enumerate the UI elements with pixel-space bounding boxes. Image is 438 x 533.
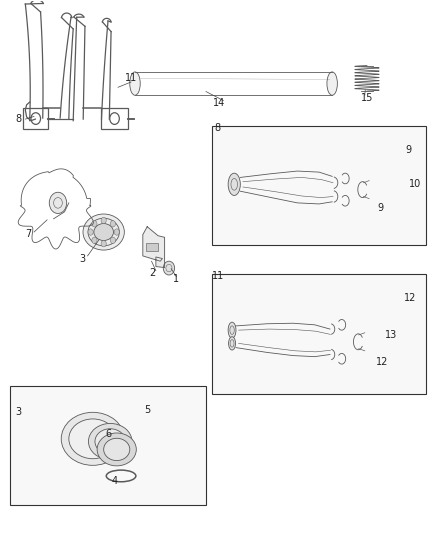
Bar xyxy=(102,109,127,128)
Circle shape xyxy=(49,192,67,214)
Text: 8: 8 xyxy=(215,123,221,133)
Ellipse shape xyxy=(83,214,124,250)
Circle shape xyxy=(88,229,93,235)
Text: 11: 11 xyxy=(212,271,224,280)
Text: 15: 15 xyxy=(361,93,373,103)
Text: 8: 8 xyxy=(16,114,22,124)
Text: 11: 11 xyxy=(125,73,137,83)
Ellipse shape xyxy=(228,322,236,338)
Ellipse shape xyxy=(228,173,240,196)
Ellipse shape xyxy=(130,72,140,95)
Circle shape xyxy=(163,261,175,275)
Circle shape xyxy=(101,240,106,247)
Circle shape xyxy=(92,221,97,227)
Text: 10: 10 xyxy=(409,179,421,189)
Bar xyxy=(10,386,206,505)
Circle shape xyxy=(92,237,97,244)
Circle shape xyxy=(110,221,116,227)
Text: 14: 14 xyxy=(213,98,225,108)
Text: 6: 6 xyxy=(105,429,111,439)
Text: 12: 12 xyxy=(404,293,417,303)
Ellipse shape xyxy=(97,433,136,466)
Text: 4: 4 xyxy=(112,477,118,486)
Text: 9: 9 xyxy=(405,145,411,155)
Text: 5: 5 xyxy=(144,405,150,415)
Ellipse shape xyxy=(229,337,236,350)
Circle shape xyxy=(110,237,116,244)
Circle shape xyxy=(114,229,119,235)
Ellipse shape xyxy=(61,413,124,465)
Text: 12: 12 xyxy=(376,357,389,367)
Polygon shape xyxy=(143,227,165,268)
Ellipse shape xyxy=(88,423,132,459)
Text: 3: 3 xyxy=(79,254,85,263)
Bar xyxy=(146,243,158,251)
Ellipse shape xyxy=(95,429,125,454)
Text: 7: 7 xyxy=(26,229,32,239)
Ellipse shape xyxy=(69,419,117,459)
Ellipse shape xyxy=(104,438,130,461)
Ellipse shape xyxy=(327,72,337,95)
Bar xyxy=(212,126,426,245)
Bar xyxy=(23,109,48,128)
Text: 9: 9 xyxy=(377,203,383,213)
Text: 13: 13 xyxy=(385,330,397,341)
Text: 3: 3 xyxy=(15,407,21,417)
Text: 2: 2 xyxy=(150,268,156,278)
Ellipse shape xyxy=(94,223,113,240)
Circle shape xyxy=(101,217,106,223)
Bar xyxy=(212,274,426,394)
Text: 1: 1 xyxy=(173,274,180,284)
